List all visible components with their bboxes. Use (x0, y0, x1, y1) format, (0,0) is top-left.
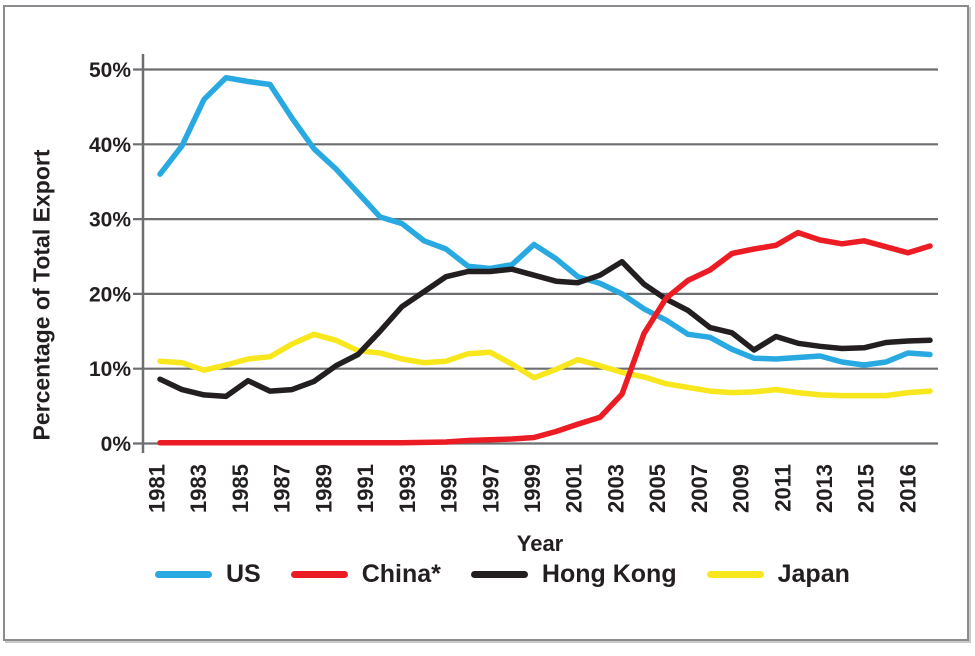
y-tick-label-10: 10% (89, 358, 131, 381)
legend-item-japan: Japan (706, 560, 850, 589)
x-tick-label-1983: 1983 (186, 464, 211, 513)
x-tick-label-1981: 1981 (145, 464, 170, 513)
series-line-us (157, 74, 933, 368)
chart-frame (3, 5, 969, 641)
x-tick-label-2011: 2011 (770, 464, 795, 512)
y-tick-label-30: 30% (89, 209, 131, 232)
y-tick-label-0: 0% (101, 433, 132, 456)
legend-swatch-hong-kong (470, 571, 528, 578)
x-tick-label-1997: 1997 (478, 464, 503, 513)
legend-item-china: China* (290, 560, 441, 589)
legend-swatch-china (290, 571, 348, 578)
x-tick-label-1993: 1993 (395, 464, 420, 513)
legend-swatch-us (155, 571, 212, 578)
x-tick-label-2005: 2005 (645, 464, 670, 513)
x-tick-label-2016: 2016 (896, 464, 921, 513)
series-line-hong-kong (157, 258, 933, 400)
x-tick-label-1989: 1989 (311, 464, 336, 513)
legend-label-china: China* (361, 560, 441, 588)
legend-label-us: US (226, 560, 261, 588)
x-tick-label-1991: 1991 (353, 464, 378, 513)
y-tick-label-40: 40% (89, 134, 131, 157)
legend-swatch-japan (706, 571, 764, 578)
x-tick-label-1985: 1985 (228, 464, 253, 513)
legend-label-hong-kong: Hong Kong (541, 560, 677, 588)
series-line-japan (157, 331, 933, 399)
y-tick-label-20: 20% (89, 283, 131, 306)
x-tick-label-1987: 1987 (270, 464, 295, 513)
legend: US China* Hong Kong Japan (155, 560, 850, 589)
legend-item-hong-kong: Hong Kong (470, 560, 677, 589)
x-axis-title: Year (516, 531, 564, 556)
x-tick-label-1999: 1999 (520, 464, 545, 513)
legend-item-us: US (155, 560, 261, 589)
x-tick-label-2009: 2009 (729, 464, 754, 513)
x-tick-label-1995: 1995 (437, 464, 462, 513)
x-tick-label-2007: 2007 (687, 464, 712, 513)
x-tick-label-2003: 2003 (603, 464, 628, 513)
x-tick-label-2015: 2015 (854, 464, 879, 513)
y-axis-title: Percentage of Total Export (28, 149, 55, 441)
series-line-china- (157, 229, 933, 446)
legend-label-japan: Japan (777, 560, 850, 588)
x-tick-label-2013: 2013 (812, 464, 837, 513)
y-tick-label-50: 50% (89, 59, 131, 82)
x-tick-label-2001: 2001 (562, 464, 587, 513)
